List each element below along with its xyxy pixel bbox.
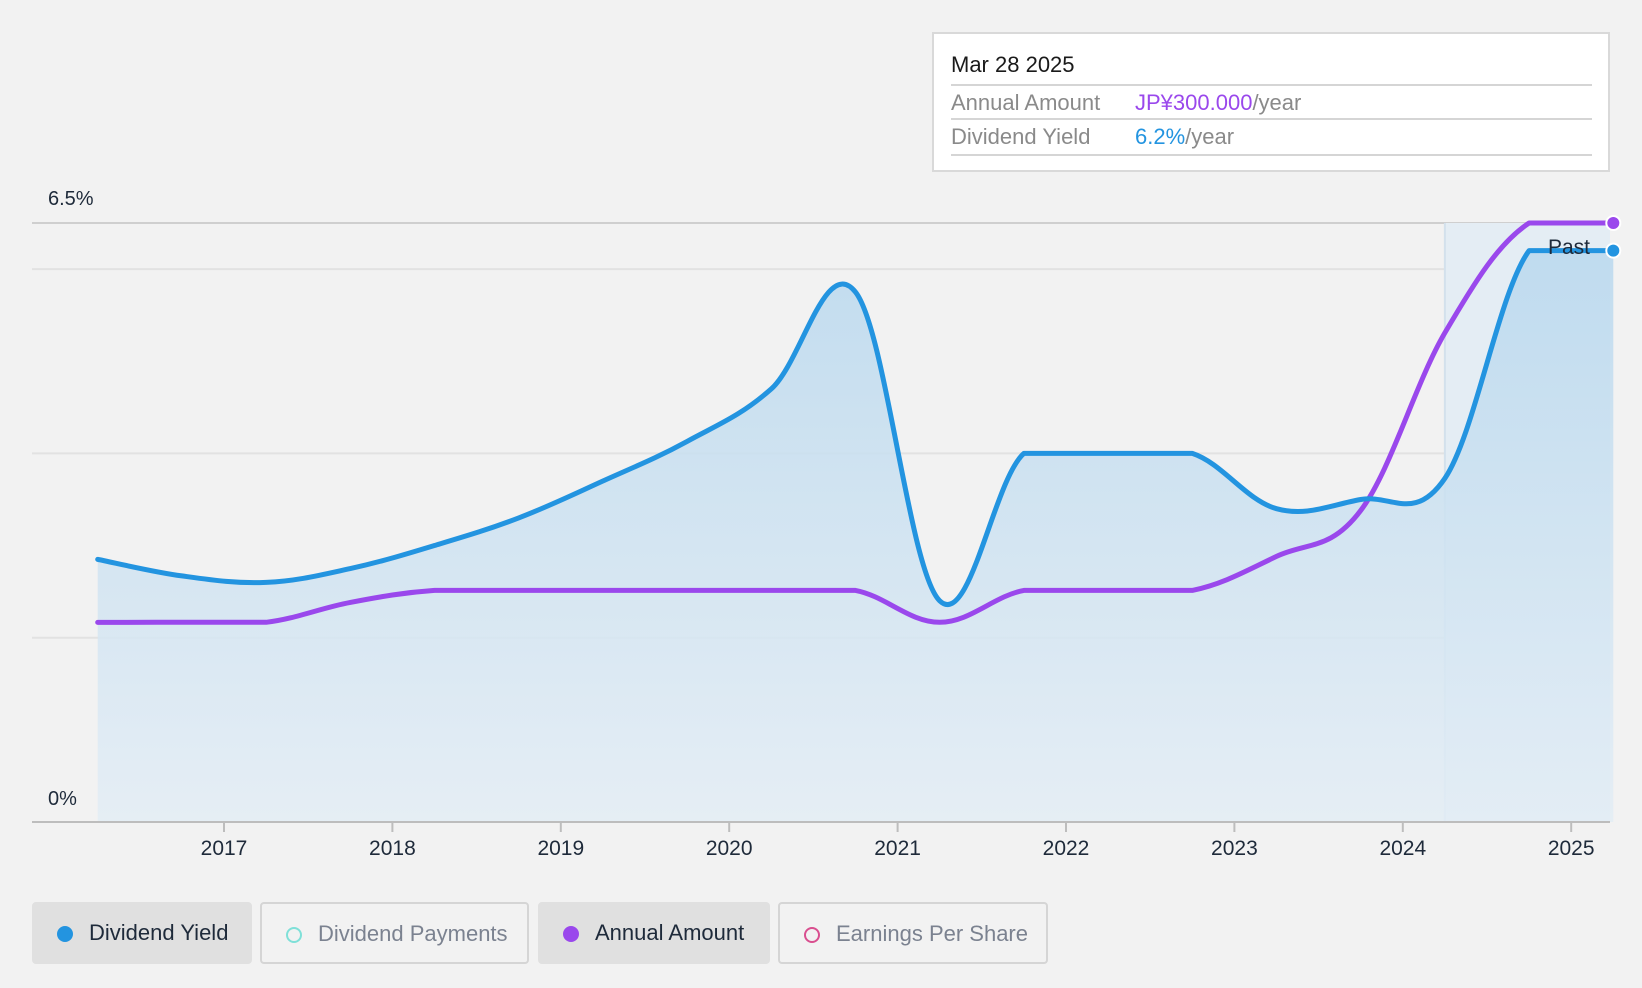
legend-label: Earnings Per Share [836, 921, 1028, 946]
hollow-dot-icon [286, 927, 302, 943]
x-tick-label: 2022 [1043, 837, 1090, 860]
x-tick-label: 2023 [1211, 837, 1258, 860]
tooltip-row-annual-amount: Annual Amount JP¥300.000/year [951, 84, 1592, 120]
legend-dividend-yield[interactable]: Dividend Yield [32, 902, 252, 964]
legend-annual-amount[interactable]: Annual Amount [538, 902, 770, 964]
dividend-yield-area [97, 250, 1614, 823]
annual-amount-line [95, 220, 1616, 625]
tooltip-unit: /year [1185, 124, 1235, 149]
tooltip-unit: /year [1252, 90, 1302, 115]
hollow-dot-icon [804, 927, 820, 943]
x-tick-label: 2021 [874, 837, 921, 860]
tooltip-label: Annual Amount [951, 90, 1101, 115]
x-tick-label: 2017 [201, 837, 248, 860]
past-label: Past [1548, 236, 1590, 259]
tooltip-value: JP¥300.000 [1135, 90, 1253, 115]
x-tick-label: 2019 [537, 837, 584, 860]
annual-amount-end-point [1605, 215, 1622, 231]
filled-dot-icon [57, 926, 73, 942]
x-tick-label: 2020 [706, 837, 753, 860]
legend-label: Dividend Yield [89, 920, 229, 945]
y-tick-label: 6.5% [48, 188, 94, 210]
tooltip-panel: Mar 28 2025 Annual Amount JP¥300.000/yea… [932, 32, 1610, 172]
tooltip-row-dividend-yield: Dividend Yield 6.2%/year [951, 118, 1592, 156]
x-tick-label: 2018 [369, 837, 416, 860]
legend-label: Annual Amount [595, 920, 745, 945]
dividend-yield-line [95, 248, 1616, 607]
filled-dot-icon [563, 926, 579, 942]
y-tick-label: 0% [48, 788, 77, 810]
legend-dividend-payments[interactable]: Dividend Payments [260, 902, 529, 964]
x-tick-label: 2025 [1548, 837, 1595, 860]
x-tick-label: 2024 [1379, 837, 1426, 860]
tooltip-label: Dividend Yield [951, 124, 1091, 149]
tooltip-date: Mar 28 2025 [951, 52, 1075, 77]
legend-earnings-per-share[interactable]: Earnings Per Share [778, 902, 1048, 964]
dividend-yield-end-point [1605, 242, 1622, 259]
legend-label: Dividend Payments [318, 921, 508, 946]
tooltip-value: 6.2% [1135, 124, 1186, 149]
